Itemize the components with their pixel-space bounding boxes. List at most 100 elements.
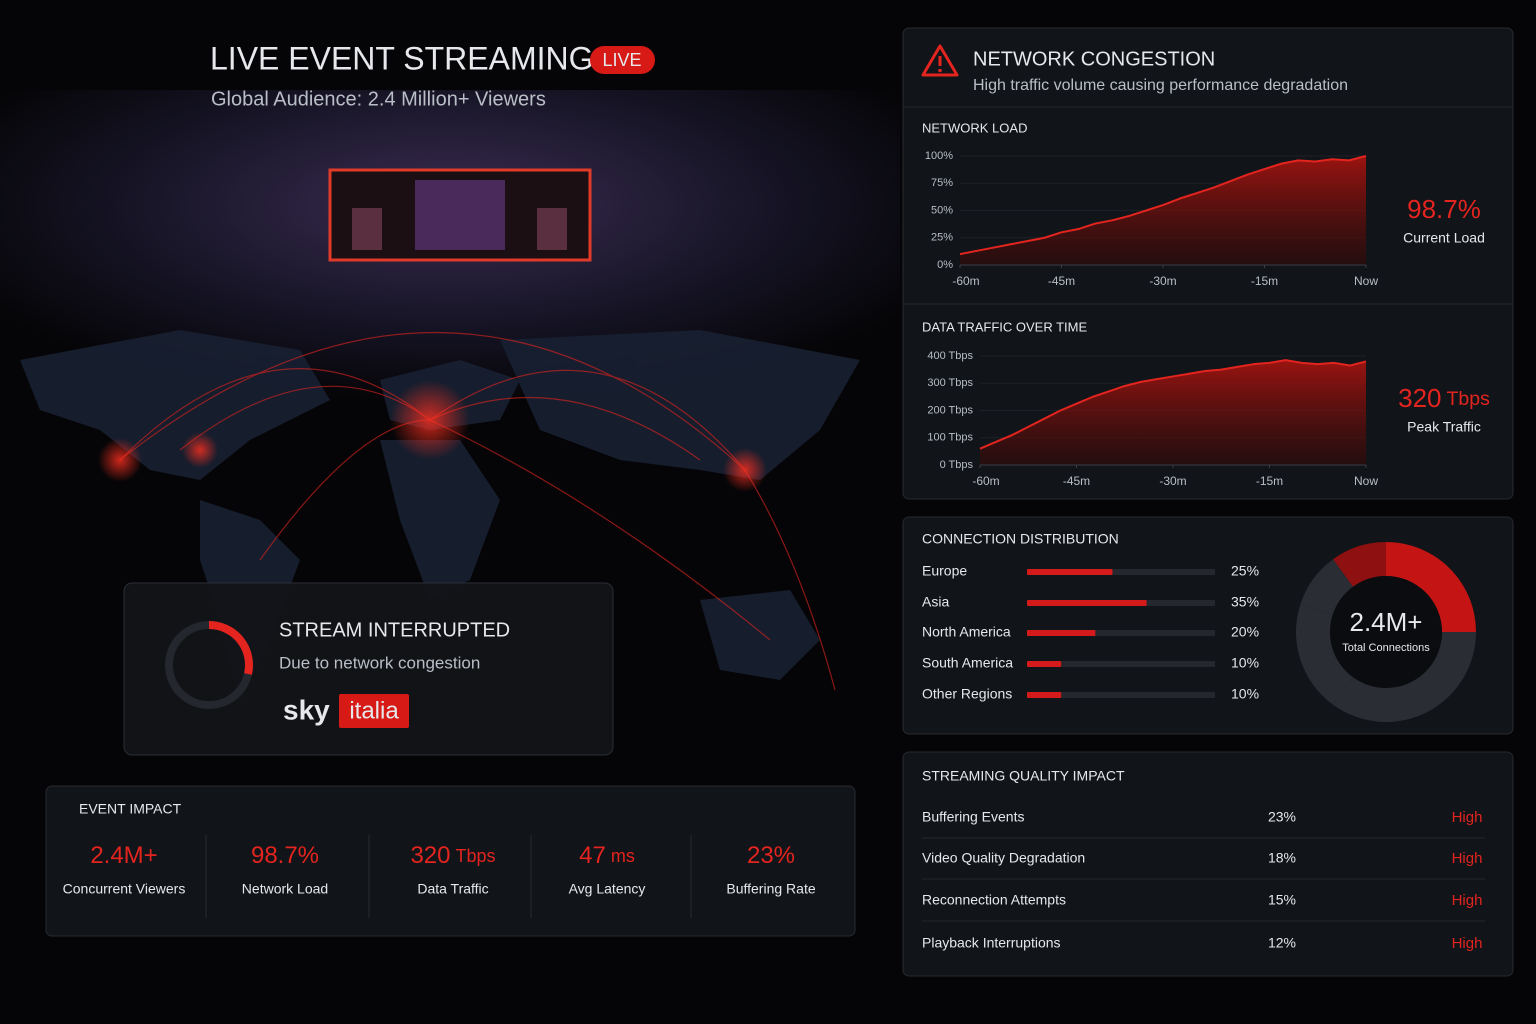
y-tick-label: 75% (931, 177, 953, 189)
quality-metric: Reconnection Attempts (922, 892, 1066, 908)
quality-percent: 12% (1268, 935, 1296, 951)
region-name: Other Regions (922, 686, 1012, 702)
donut-value: 2.4M+ (1350, 607, 1423, 637)
quality-metric: Playback Interruptions (922, 935, 1061, 951)
x-tick-label: -45m (1063, 474, 1090, 488)
quality-severity: High (1452, 935, 1483, 952)
donut-segment (1386, 542, 1476, 632)
quality-severity: High (1452, 850, 1483, 867)
chart-title: NETWORK LOAD (922, 120, 1027, 135)
x-tick-label: Now (1354, 474, 1378, 488)
y-tick-label: 100 Tbps (927, 432, 973, 444)
warning-icon-dot (938, 68, 942, 73)
chart-stat: 320 Tbps (1398, 383, 1490, 413)
live-badge (590, 46, 655, 74)
hotspot (98, 438, 142, 482)
quality-percent: 23% (1268, 809, 1296, 825)
gauge-arc (208, 621, 254, 675)
bar-value-label: 10% (1231, 686, 1259, 702)
x-tick-label: -30m (1159, 474, 1186, 488)
quality-percent: 15% (1268, 892, 1296, 908)
bar (1027, 569, 1113, 575)
hotspot (723, 448, 767, 492)
chart-stat-unit: Tbps (1447, 388, 1491, 410)
x-tick-label: -60m (972, 474, 999, 488)
y-tick-label: 200 Tbps (927, 404, 973, 416)
bar-track (1027, 692, 1215, 698)
donut-segment (1333, 542, 1386, 587)
quality-severity: High (1452, 809, 1483, 826)
impact-value-number: 320 (410, 842, 450, 869)
impact-value-number: 2.4M+ (90, 842, 157, 869)
area-fill (960, 156, 1366, 265)
region-name: North America (922, 624, 1011, 640)
impact-value: 23% (747, 842, 795, 869)
impact-value: 2.4M+ (90, 842, 157, 869)
donut-label: Total Connections (1342, 642, 1430, 654)
quality-panel (902, 751, 1514, 977)
y-tick-label: 400 Tbps (927, 350, 973, 362)
bar-value-label: 35% (1231, 594, 1259, 610)
region-name: Asia (922, 594, 949, 610)
logo-box (339, 694, 409, 728)
y-tick-label: 100% (925, 150, 953, 162)
impact-label: Buffering Rate (726, 881, 815, 897)
area-line (959, 155, 1367, 256)
chart-stat-label: Current Load (1403, 230, 1485, 246)
donut-segment (1333, 632, 1476, 722)
bar-value-label: 25% (1231, 563, 1259, 579)
chart-stat-number: 320 (1398, 383, 1441, 413)
bar-value-label: 10% (1231, 655, 1259, 671)
donut-segment (1300, 559, 1354, 615)
x-tick-label: -15m (1251, 274, 1278, 288)
bar (1027, 661, 1062, 667)
chart-stat-number: 98.7% (1407, 194, 1481, 224)
quality-title: STREAMING QUALITY IMPACT (922, 768, 1125, 784)
bar (1027, 692, 1062, 698)
y-tick-label: 0% (937, 259, 953, 271)
area-line (979, 359, 1367, 450)
y-tick-label: 50% (931, 204, 953, 216)
impact-value-number: 47 (579, 842, 606, 869)
x-tick-label: -45m (1048, 274, 1075, 288)
page-title: LIVE EVENT STREAMING (210, 40, 594, 76)
impact-label: Concurrent Viewers (63, 881, 186, 897)
x-tick-label: -15m (1256, 474, 1283, 488)
card-title: STREAM INTERRUPTED (279, 619, 510, 641)
region-name: South America (922, 655, 1013, 671)
impact-value: 47 ms (579, 842, 635, 869)
x-tick-label: -30m (1149, 274, 1176, 288)
quality-metric: Video Quality Degradation (922, 850, 1085, 866)
stage-screen (415, 180, 505, 250)
bar (1027, 600, 1147, 606)
subtitle: Global Audience: 2.4 Million+ Viewers (211, 88, 546, 110)
impact-value-number: 98.7% (251, 842, 319, 869)
quality-metric: Buffering Events (922, 809, 1024, 825)
chart-stat-label: Peak Traffic (1407, 419, 1481, 435)
impact-panel (45, 785, 856, 937)
region-name: Europe (922, 563, 967, 579)
impact-value: 320 Tbps (410, 842, 495, 869)
x-tick-label: -60m (952, 274, 979, 288)
impact-label: Avg Latency (569, 881, 646, 897)
impact-label: Network Load (242, 881, 328, 897)
impact-value: 98.7% (251, 842, 319, 869)
impact-label: Data Traffic (417, 881, 488, 897)
donut-segment (1296, 604, 1354, 705)
donut-hole (1330, 576, 1442, 688)
impact-dividers (205, 835, 692, 918)
quality-percent: 18% (1268, 850, 1296, 866)
chart-stat: 98.7% (1407, 194, 1481, 224)
hotspot (390, 380, 470, 460)
impact-title: EVENT IMPACT (79, 801, 182, 817)
stream-card (123, 582, 614, 756)
area-fill (980, 360, 1366, 465)
impact-value-unit: ms (611, 846, 635, 866)
impact-value-number: 23% (747, 842, 795, 869)
logo-brand: sky (283, 694, 330, 725)
side-screen (537, 208, 567, 250)
card-message: Due to network congestion (279, 653, 480, 672)
bar (1027, 630, 1096, 636)
